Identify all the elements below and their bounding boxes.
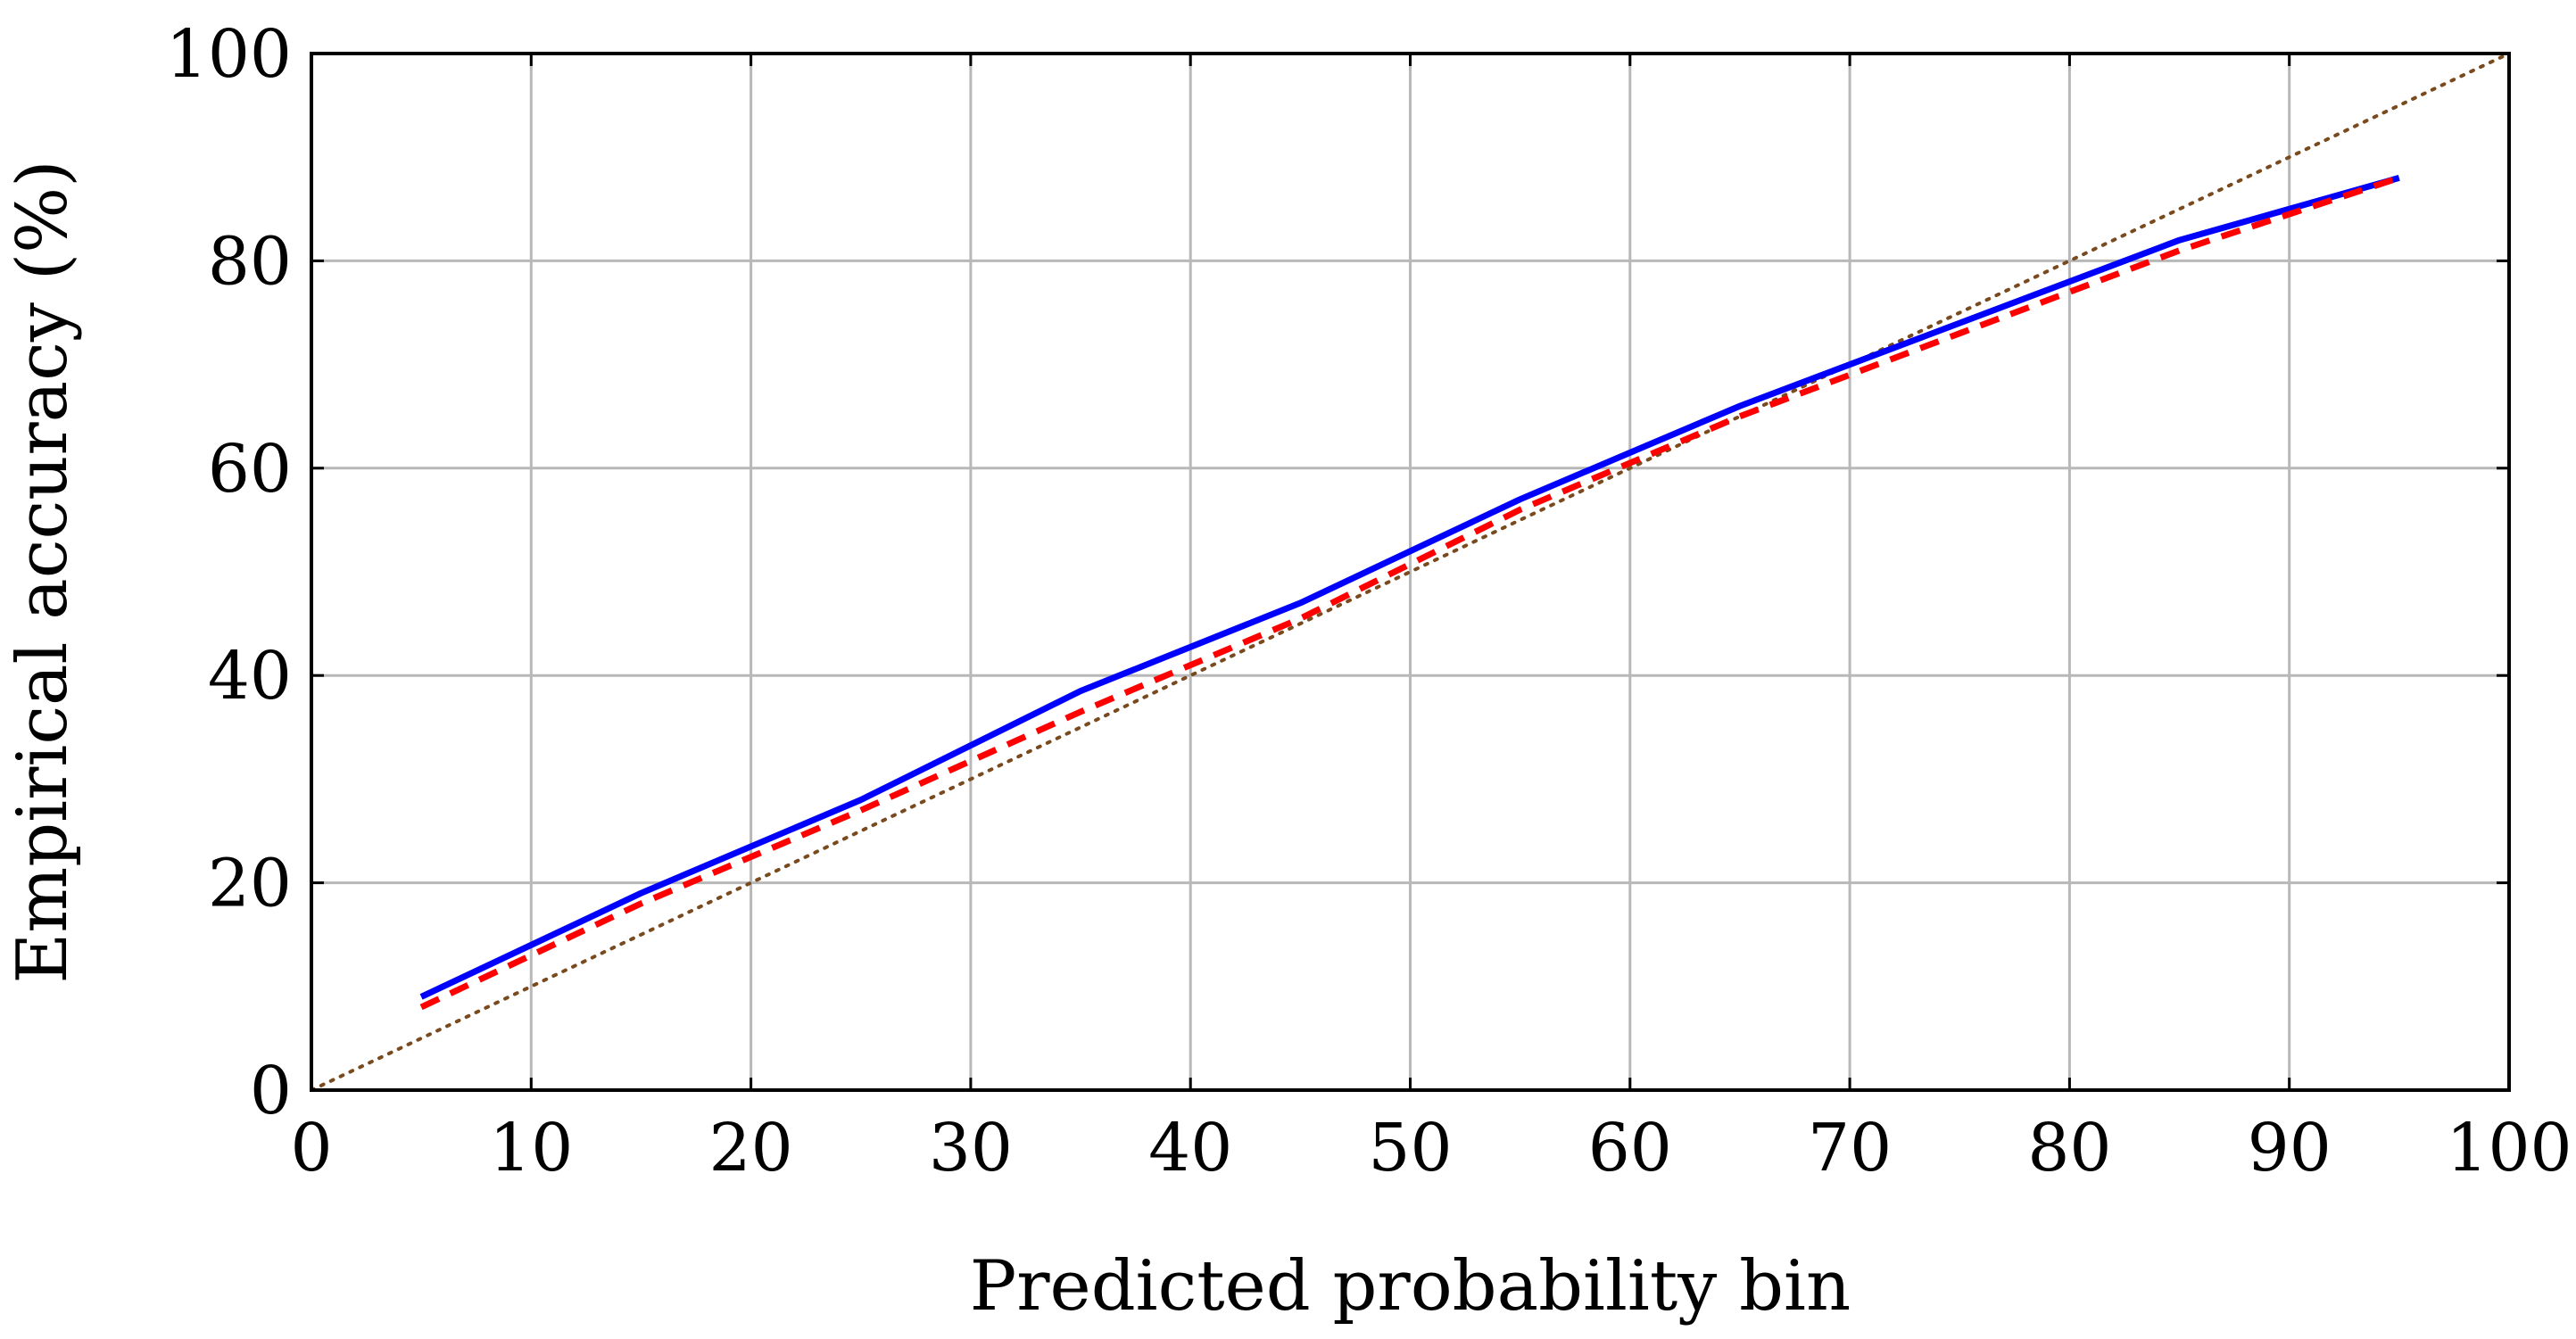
y-tick-label: 80: [208, 223, 292, 300]
diagonal-reference-line: [310, 52, 2511, 1092]
x-tick-label: 80: [2027, 1110, 2111, 1186]
series-line-dashed: [419, 175, 2400, 1011]
y-tick-label: 20: [208, 846, 292, 922]
y-tick-label: 100: [166, 16, 292, 93]
x-tick-label: 70: [1808, 1110, 1892, 1186]
x-axis-title: Predicted probability bin: [970, 1246, 1851, 1327]
tick-labels: 0 10 20 30 40 50 60 70 80 90 100 0 20 40 60 80 100: [166, 16, 2572, 1186]
y-tick-label: 60: [208, 431, 292, 508]
x-tick-label: 30: [929, 1110, 1013, 1186]
series-line-solid: [419, 175, 2400, 1000]
x-tick-label: 40: [1148, 1110, 1232, 1186]
x-tick-label: 60: [1588, 1110, 1672, 1186]
plot-series: [310, 52, 2511, 1092]
x-tick-label: 0: [290, 1110, 332, 1186]
x-tick-label: 50: [1368, 1110, 1452, 1186]
x-tick-label: 100: [2446, 1110, 2572, 1186]
y-tick-label: 40: [208, 638, 292, 715]
x-tick-label: 20: [709, 1110, 793, 1186]
y-axis-title: Empirical accuracy (%): [3, 160, 83, 983]
y-tick-label: 0: [250, 1053, 292, 1129]
x-tick-label: 90: [2248, 1110, 2332, 1186]
x-tick-label: 10: [489, 1110, 573, 1186]
